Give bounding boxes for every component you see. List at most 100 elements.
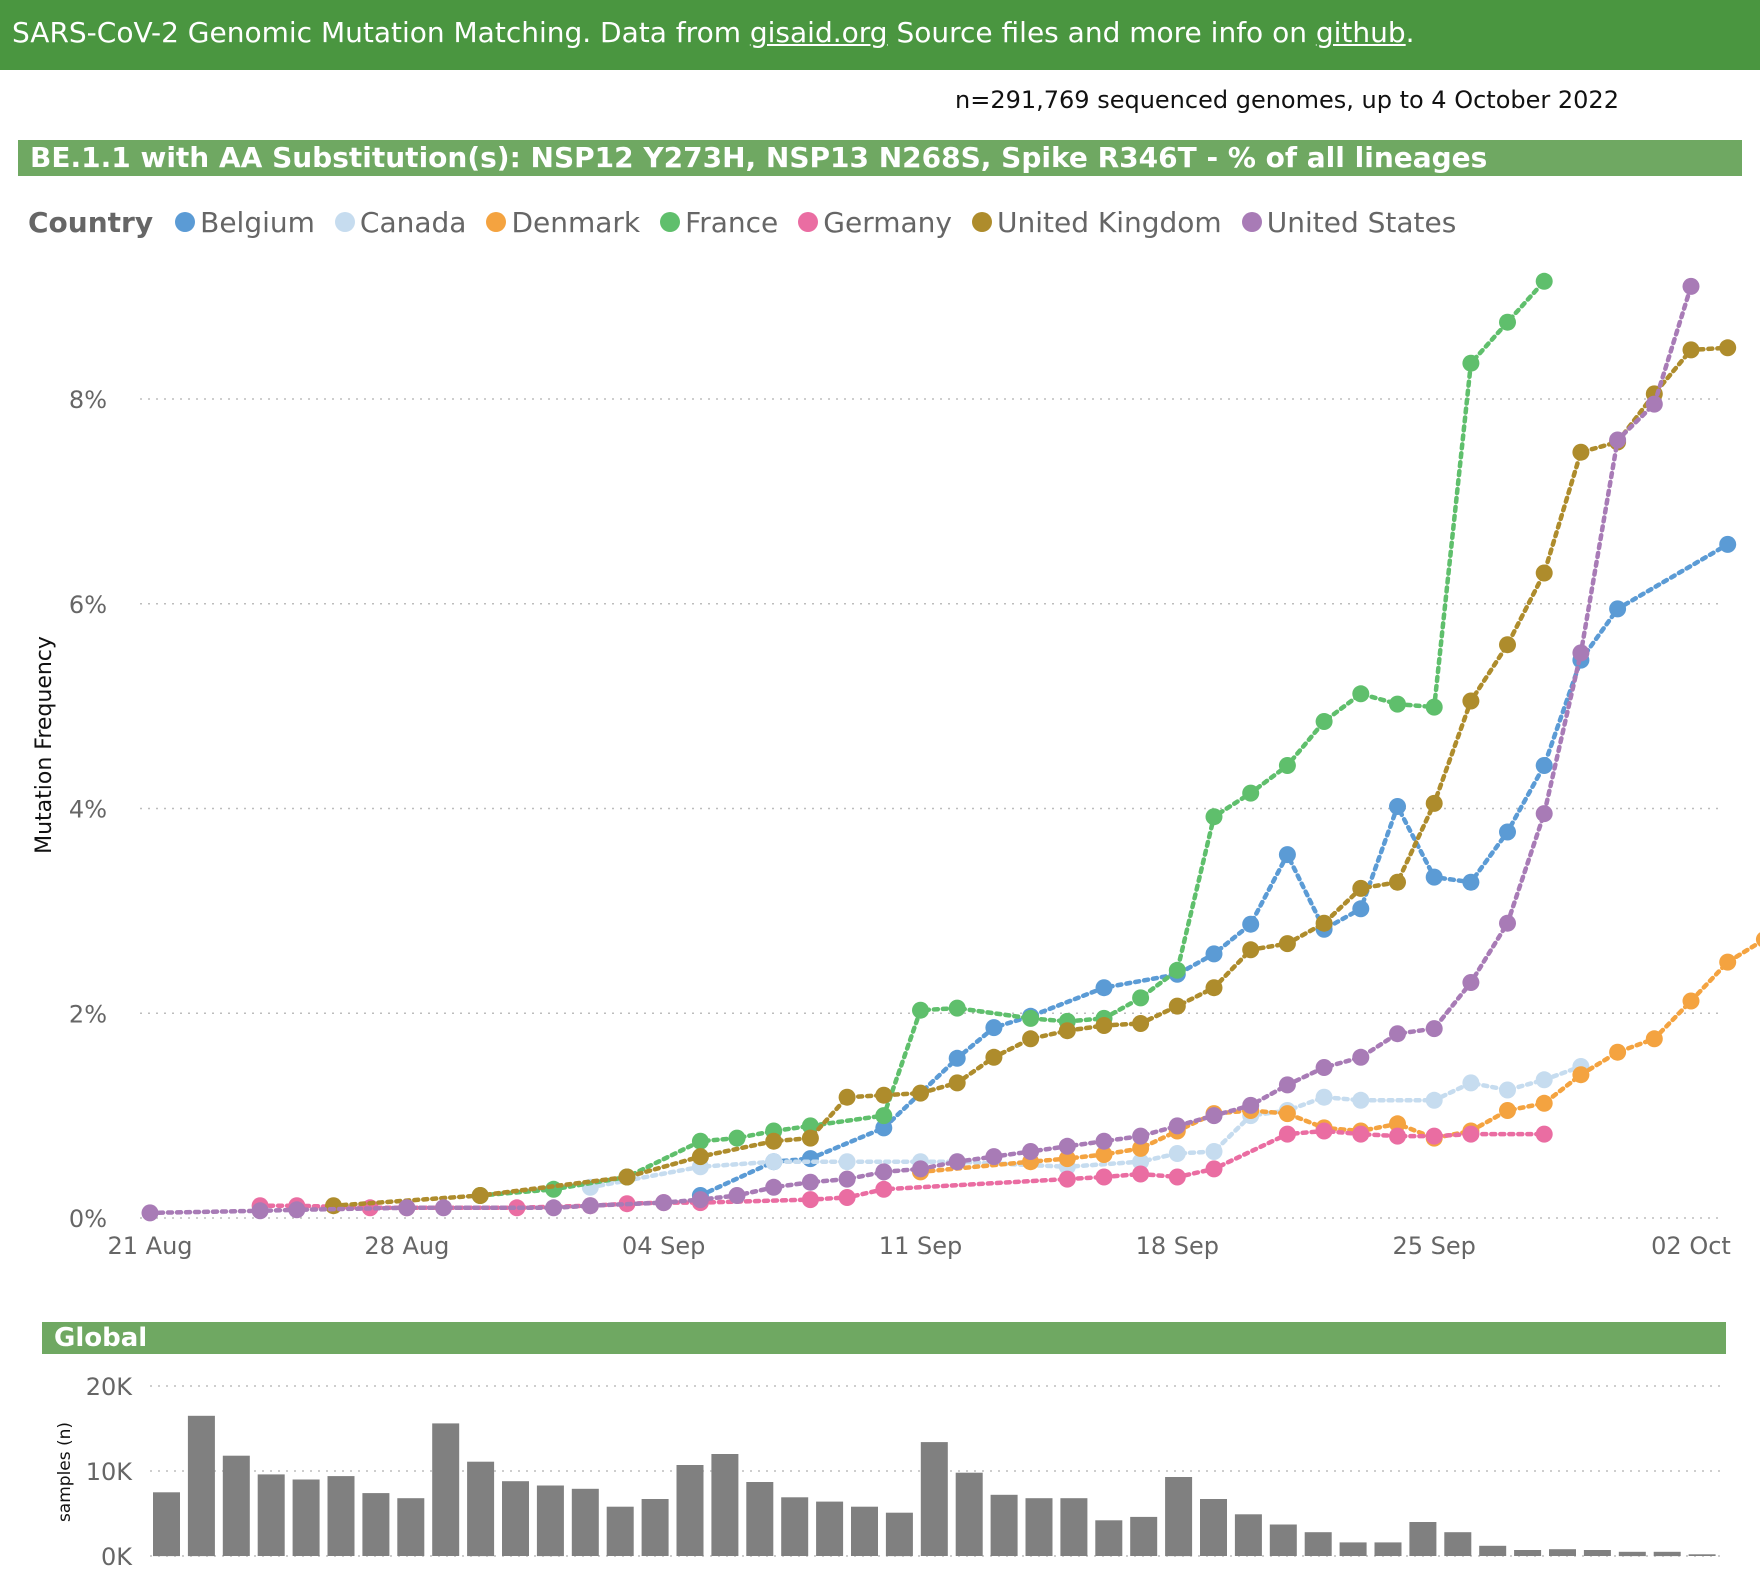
data-point-belgium (1242, 915, 1260, 933)
series-line-united-states (147, 284, 1694, 1216)
data-point-united-kingdom (1462, 692, 1480, 710)
sample-count-bar (153, 1492, 180, 1557)
sample-count-bar (1479, 1545, 1507, 1556)
header-title-middle: Source files and more info on (887, 16, 1316, 49)
global-chart-title: Global (42, 1322, 1726, 1354)
data-point-france (948, 999, 966, 1017)
data-point-france (1315, 713, 1333, 730)
legend-item-canada[interactable]: Canada (334, 206, 466, 239)
sample-count-bar (1130, 1516, 1158, 1556)
data-point-united-kingdom (1499, 636, 1516, 654)
data-point-united-states (875, 1163, 893, 1181)
data-point-united-kingdom (1242, 941, 1260, 959)
data-point-belgium (948, 1049, 966, 1067)
country-legend: Country Belgium Canada Denmark France German… (28, 202, 1476, 242)
data-point-germany (1389, 1127, 1406, 1145)
data-point-france (1278, 757, 1296, 774)
data-point-united-states (691, 1191, 709, 1209)
data-point-germany (1425, 1127, 1443, 1145)
sample-count-bar (1165, 1477, 1193, 1557)
data-point-united-states (912, 1160, 929, 1178)
x-tick-label: 28 Aug (364, 1232, 449, 1260)
sample-count-bar (1200, 1499, 1227, 1556)
data-point-canada (1315, 1088, 1333, 1106)
series-canada (581, 1058, 1590, 1196)
sample-count-bar (990, 1494, 1018, 1556)
sample-count-bar (1549, 1549, 1576, 1556)
data-point-belgium (1609, 600, 1627, 618)
github-link[interactable]: github (1315, 16, 1406, 49)
sample-count-bar (851, 1506, 878, 1556)
data-point-united-kingdom (1278, 935, 1296, 953)
legend-item-france[interactable]: France (660, 206, 778, 239)
sample-count-bar (1374, 1542, 1402, 1556)
legend-item-germany[interactable]: Germany (798, 206, 952, 239)
sample-count-bar (606, 1506, 634, 1556)
data-point-united-kingdom (1168, 997, 1186, 1015)
data-point-france (875, 1107, 893, 1125)
header-title-suffix: . (1405, 16, 1415, 49)
data-point-france (1425, 698, 1443, 716)
legend-item-belgium[interactable]: Belgium (175, 206, 315, 239)
sample-count-bar (327, 1476, 355, 1556)
data-point-united-states (1462, 974, 1480, 991)
data-point-denmark (1389, 1115, 1406, 1133)
sample-count-bar (187, 1415, 215, 1557)
data-point-united-states (1022, 1143, 1040, 1160)
sequence-count-summary: n=291,769 sequenced genomes, up to 4 Oct… (955, 86, 1619, 114)
sample-count-bar (502, 1481, 529, 1556)
data-point-belgium (1352, 900, 1370, 918)
sample-count-bar (536, 1485, 564, 1557)
data-point-france (1132, 989, 1150, 1007)
sample-count-bar (1583, 1550, 1611, 1556)
data-point-united-states (1352, 1048, 1370, 1066)
data-point-united-kingdom (1389, 873, 1406, 891)
data-point-united-states (1572, 644, 1590, 662)
data-point-germany (1058, 1170, 1076, 1188)
data-point-canada (1168, 1145, 1186, 1162)
data-point-belgium (1499, 823, 1516, 841)
main-chart-title: BE.1.1 with AA Substitution(s): NSP12 Y2… (18, 140, 1742, 176)
data-point-canada (1462, 1074, 1480, 1092)
data-point-united-states (398, 1199, 416, 1217)
data-point-denmark (1058, 1150, 1076, 1168)
legend-label: Denmark (511, 205, 641, 239)
data-point-france (912, 1001, 929, 1019)
legend-dot-icon (486, 212, 507, 232)
data-point-united-states (288, 1201, 306, 1219)
data-point-france (1022, 1009, 1040, 1027)
data-point-united-kingdom (1535, 564, 1553, 582)
gisaid-link[interactable]: gisaid.org (749, 16, 888, 49)
sample-count-bar (1688, 1554, 1716, 1556)
legend-item-united-states[interactable]: United States (1241, 206, 1456, 239)
data-point-denmark (1095, 1146, 1113, 1163)
data-point-canada (765, 1153, 783, 1171)
sample-count-bar (1060, 1498, 1088, 1556)
data-point-united-kingdom (1315, 914, 1333, 932)
legend-item-denmark[interactable]: Denmark (486, 206, 640, 239)
data-point-germany (801, 1191, 819, 1209)
data-point-united-states (1205, 1107, 1223, 1125)
series-united-states (141, 277, 1700, 1222)
data-point-denmark (1572, 1066, 1590, 1084)
data-point-united-states (141, 1204, 159, 1222)
data-point-belgium (1425, 868, 1443, 886)
data-point-united-states (728, 1187, 746, 1204)
data-point-france (1168, 961, 1186, 979)
legend-label: France (685, 205, 779, 239)
data-point-canada (1205, 1143, 1223, 1160)
bar-y-tick-label: 20K (86, 1373, 134, 1401)
legend-item-united-kingdom[interactable]: United Kingdom (971, 206, 1222, 239)
data-point-germany (838, 1189, 856, 1206)
data-point-united-states (1168, 1117, 1186, 1135)
sample-count-bar (432, 1423, 460, 1556)
data-point-united-kingdom (1425, 794, 1443, 812)
data-point-united-kingdom (618, 1168, 636, 1186)
data-point-germany (1095, 1168, 1113, 1186)
x-tick-label: 11 Sep (879, 1232, 962, 1260)
data-point-denmark (1132, 1139, 1150, 1157)
data-point-france (1389, 695, 1406, 713)
data-point-belgium (875, 1119, 893, 1137)
sample-count-bar (885, 1512, 913, 1557)
sample-count-bar (222, 1455, 250, 1556)
